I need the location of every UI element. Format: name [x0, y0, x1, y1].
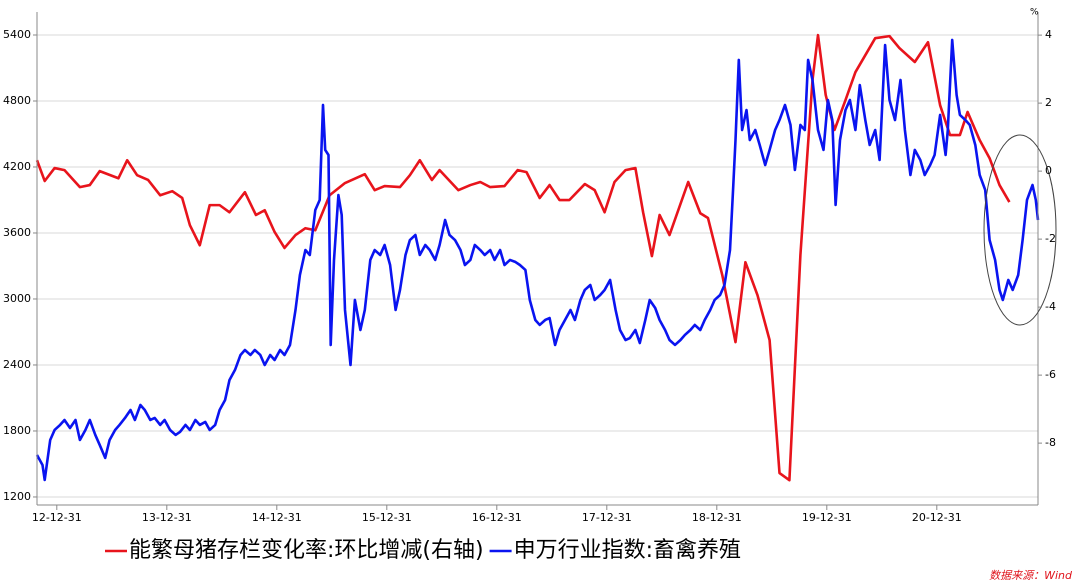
x-tick-label: 13-12-31	[142, 511, 192, 524]
legend-label: 能繁母猪存栏变化率:环比增减(右轴)	[129, 538, 484, 563]
y-tick-label: 3600	[3, 226, 31, 239]
x-tick-label: 20-12-31	[912, 511, 962, 524]
x-tick-label: 18-12-31	[692, 511, 742, 524]
legend-label: 申万行业指数:畜禽养殖	[514, 538, 741, 563]
x-tick-label: 17-12-31	[582, 511, 632, 524]
y-tick-label: 4200	[3, 160, 31, 173]
y-tick-label: 2400	[3, 358, 31, 371]
plot-area	[35, 33, 1040, 482]
y2-tick-label: -8	[1045, 436, 1056, 449]
x-tick-label: 16-12-31	[472, 511, 522, 524]
y2-tick-label: -4	[1045, 300, 1056, 313]
x-tick-label: 19-12-31	[802, 511, 852, 524]
x-tick-label: 15-12-31	[362, 511, 412, 524]
y2-tick-label: -2	[1045, 232, 1056, 245]
y-tick-label: 4800	[3, 94, 31, 107]
y-tick-label: 1800	[3, 424, 31, 437]
x-tick-label: 12-12-31	[32, 511, 82, 524]
y2-tick-label: 0	[1045, 164, 1052, 177]
y-tick-label: 1200	[3, 490, 31, 503]
source: 数据来源：Wind	[989, 569, 1073, 582]
y2-tick-label: 4	[1045, 28, 1052, 41]
y-tick-label: 3000	[3, 292, 31, 305]
y2-unit: %	[1030, 8, 1039, 18]
highlight-ellipse	[983, 134, 1057, 326]
y-tick-label: 5400	[3, 28, 31, 41]
legend: 能繁母猪存栏变化率:环比增减(右轴) 申万行业指数:畜禽养殖	[105, 538, 741, 563]
y2-tick-label: -6	[1045, 368, 1056, 381]
y2-tick-label: 2	[1045, 96, 1052, 109]
x-tick-label: 14-12-31	[252, 511, 302, 524]
series-line	[35, 38, 1040, 482]
series-line	[35, 33, 1011, 482]
